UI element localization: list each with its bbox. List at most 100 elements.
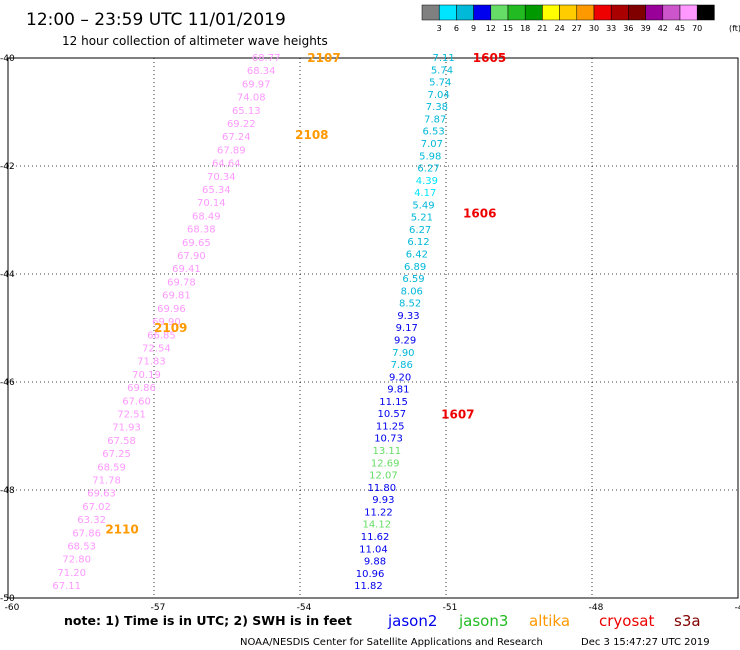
wave-height-value: 11.82 xyxy=(354,581,383,592)
wave-height-value: 69.78 xyxy=(167,277,196,288)
pass-number-label: 1605 xyxy=(473,51,506,65)
wave-height-value: 71.93 xyxy=(112,423,141,434)
color-scale-swatch xyxy=(610,4,629,21)
x-tick-label: -45 xyxy=(735,603,740,613)
wave-height-value: 68.77 xyxy=(252,53,281,64)
legend-entry-cryosat: cryosat xyxy=(599,612,654,630)
wave-height-value: 68.49 xyxy=(192,211,221,222)
y-tick-label: -42 xyxy=(0,162,15,172)
color-scale-swatch xyxy=(456,4,474,21)
wave-height-value: 63.32 xyxy=(77,515,106,526)
wave-height-value: 67.86 xyxy=(72,528,101,539)
y-tick-label: -40 xyxy=(0,54,15,64)
wave-height-value: 11.15 xyxy=(379,397,408,408)
color-scale-swatch xyxy=(662,4,681,21)
pass-number-label: 1607 xyxy=(441,407,474,421)
wave-height-value: 67.60 xyxy=(122,396,151,407)
wave-height-value: 10.73 xyxy=(374,434,403,445)
wave-height-value: 72.80 xyxy=(62,555,91,566)
wave-height-value: 6.53 xyxy=(422,127,444,138)
wave-height-value: 13.11 xyxy=(373,446,402,457)
wave-height-value: 14.12 xyxy=(362,520,391,531)
wave-height-value: 6.89 xyxy=(404,262,426,273)
wave-height-value: 66.85 xyxy=(147,330,176,341)
wave-height-value: 74.08 xyxy=(237,93,266,104)
wave-height-value: 71.78 xyxy=(92,475,121,486)
wave-height-value: 72.51 xyxy=(117,409,146,420)
pass-number-label: 2109 xyxy=(154,321,187,335)
footnote: note: 1) Time is in UTC; 2) SWH is in fe… xyxy=(64,613,352,628)
color-scale-tick: 9 xyxy=(471,24,476,33)
wave-height-value: 70.14 xyxy=(197,198,226,209)
pass-number-label: 2107 xyxy=(307,51,340,65)
wave-height-value: 67.90 xyxy=(177,251,206,262)
color-scale-swatch xyxy=(593,4,612,21)
wave-height-value: 68.59 xyxy=(97,462,126,473)
wave-height-value: 12.69 xyxy=(371,458,400,469)
color-scale-swatch xyxy=(473,4,492,21)
color-scale-swatch xyxy=(507,4,526,21)
wave-height-value: 70.34 xyxy=(207,172,236,183)
color-scale-tick: 39 xyxy=(641,24,651,33)
plot-area: -60 -57 -54 -51 -48 -45 -40 -42 -44 -46 -48 -50 68.7… xyxy=(0,51,740,613)
wave-height-value: 9.17 xyxy=(396,323,418,334)
x-tick-label: -60 xyxy=(5,603,20,613)
color-scale-swatch xyxy=(490,4,509,21)
color-scale-tick: 15 xyxy=(503,24,513,33)
y-tick-label: -46 xyxy=(0,378,15,388)
wave-height-value: 69.65 xyxy=(182,238,211,249)
wave-height-value: 69.86 xyxy=(127,383,156,394)
wave-height-value: 8.06 xyxy=(401,286,423,297)
color-scale-tick: 18 xyxy=(520,24,530,33)
wave-height-value: 12.07 xyxy=(369,471,398,482)
wave-height-value: 6.27 xyxy=(417,164,439,175)
satellite-legend: jason2 jason3 altika cryosat s3a xyxy=(387,612,701,630)
wave-height-value: 6.27 xyxy=(409,225,431,236)
wave-height-value: 67.24 xyxy=(222,132,251,143)
color-scale-swatch xyxy=(628,4,646,21)
wave-height-value: 72.54 xyxy=(142,343,171,354)
wave-height-value: 68.38 xyxy=(187,225,216,236)
wave-height-value: 69.22 xyxy=(227,119,256,130)
wave-height-value: 67.89 xyxy=(217,145,246,156)
color-scale-tick: 36 xyxy=(623,24,633,33)
wave-height-value: 69.96 xyxy=(157,304,186,315)
color-scale-swatch xyxy=(438,4,457,21)
chart-subtitle: 12 hour collection of altimeter wave hei… xyxy=(62,34,328,48)
color-scale-tick: 3 xyxy=(437,24,442,33)
wave-height-value: 11.80 xyxy=(367,483,396,494)
wave-height-value: 9.29 xyxy=(394,335,416,346)
color-scale-swatch xyxy=(559,4,578,21)
legend-entry-altika: altika xyxy=(529,612,570,630)
timestamp: Dec 3 15:47:27 UTC 2019 xyxy=(581,637,710,648)
color-scale-swatch xyxy=(524,4,543,21)
wave-height-value: 7.90 xyxy=(392,348,414,359)
wave-height-value: 7.86 xyxy=(391,360,413,371)
color-scale-swatch xyxy=(679,4,698,21)
legend-entry-jason2: jason2 xyxy=(387,612,437,630)
wave-height-value: 8.52 xyxy=(399,299,421,310)
wave-height-value: 68.34 xyxy=(247,66,276,77)
wave-height-value: 5.74 xyxy=(431,65,453,76)
wave-height-value: 5.98 xyxy=(419,151,441,162)
wave-height-value: 71.83 xyxy=(137,357,166,368)
wave-height-value: 9.20 xyxy=(389,372,411,383)
color-scale-tick: 12 xyxy=(486,24,496,33)
wave-height-value: 5.74 xyxy=(429,78,451,89)
wave-height-value: 68.53 xyxy=(67,542,96,553)
wave-height-value: 64.64 xyxy=(212,159,241,170)
color-scale-swatch xyxy=(696,4,715,21)
wave-height-value: 7.04 xyxy=(427,90,449,101)
wave-height-value: 11.22 xyxy=(364,507,393,518)
wave-height-value: 11.04 xyxy=(359,544,388,555)
pass-number-label: 2108 xyxy=(295,128,328,142)
color-scale-tick: 33 xyxy=(606,24,616,33)
wave-height-value: 4.39 xyxy=(416,176,438,187)
color-scale-tick: 70 xyxy=(692,24,702,33)
wave-height-value: 6.42 xyxy=(406,250,428,261)
y-tick-label: -50 xyxy=(0,594,15,604)
color-scale-tick: 45 xyxy=(675,24,685,33)
wave-height-value: 69.81 xyxy=(162,291,191,302)
color-scale-swatch xyxy=(421,4,440,21)
